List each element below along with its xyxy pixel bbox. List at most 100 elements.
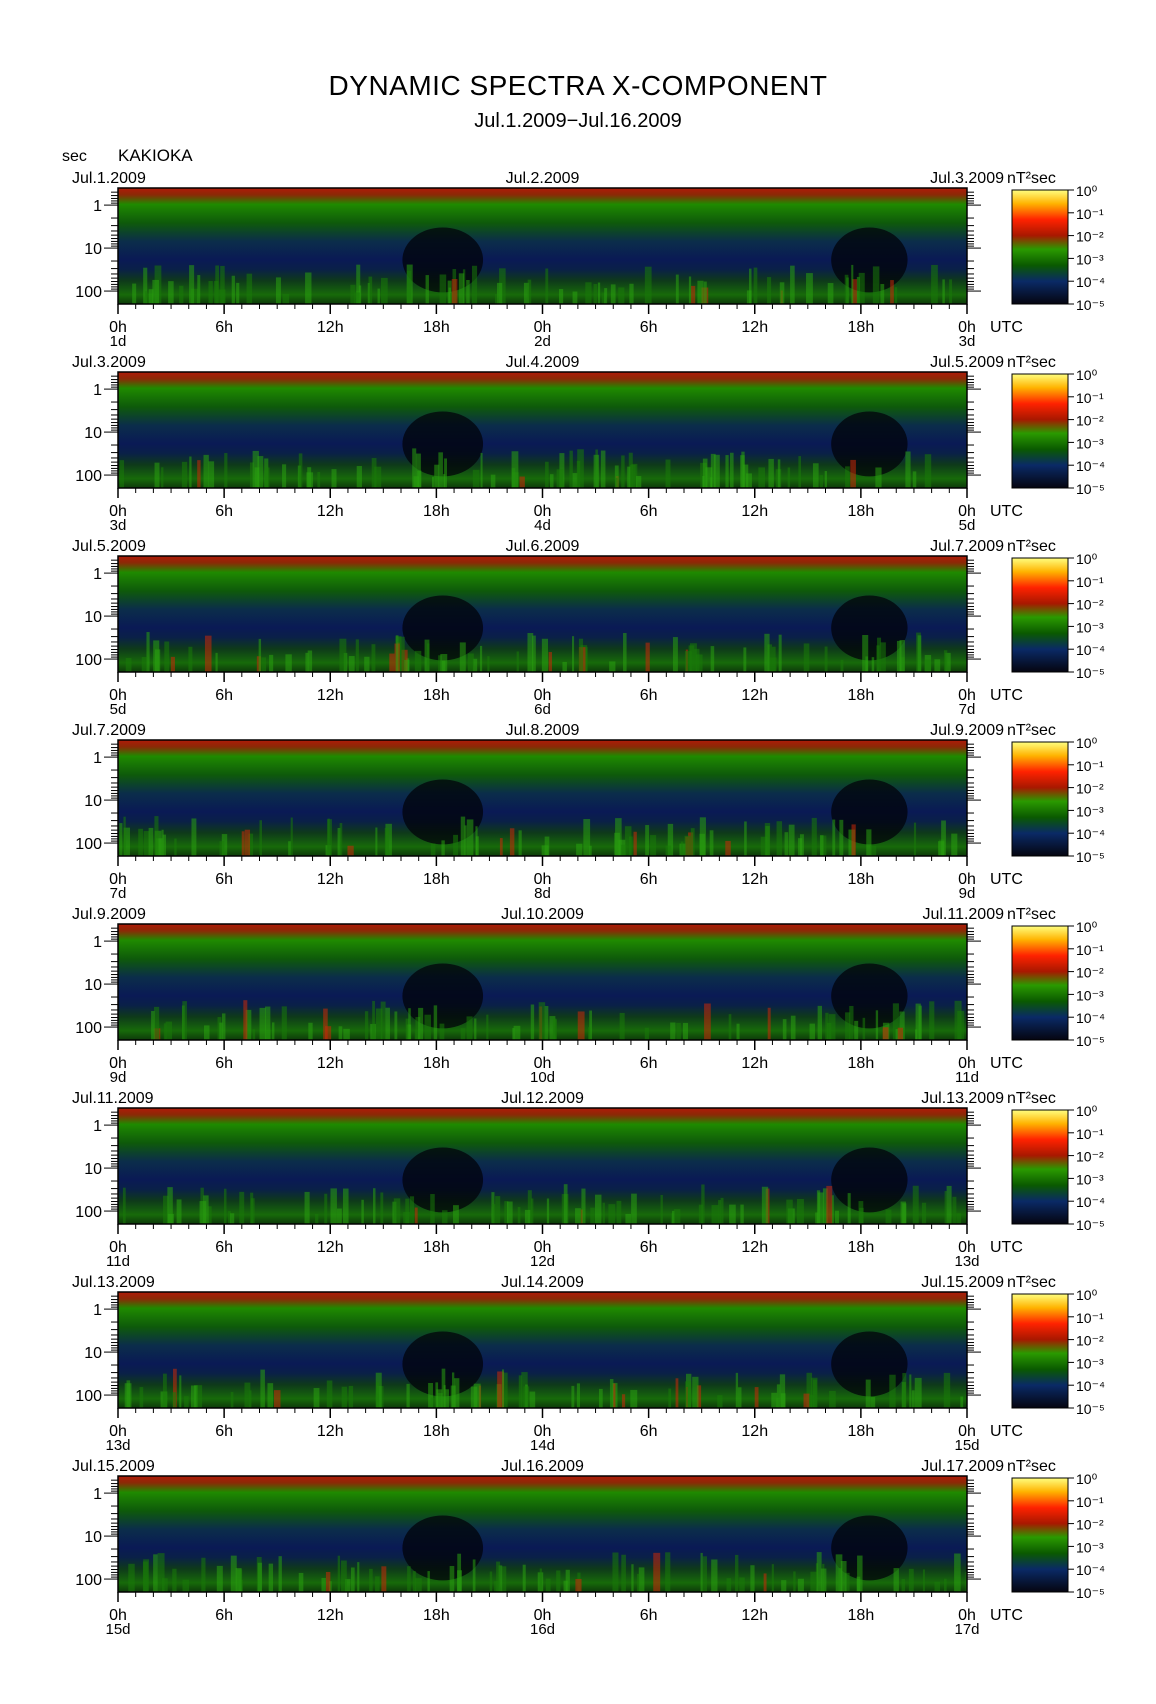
day-label-start: 5d <box>110 701 127 718</box>
activity-streak <box>893 1568 899 1592</box>
activity-streak <box>375 1008 383 1040</box>
date-label-right: Jul.9.2009 <box>930 722 1004 739</box>
x-tick-label: 18h <box>848 319 875 336</box>
day-label-mid: 12d <box>530 1253 555 1270</box>
activity-streak <box>650 835 657 856</box>
x-tick-label: 6h <box>640 319 658 336</box>
activity-streak <box>889 1374 896 1408</box>
activity-streak <box>771 646 776 672</box>
activity-streak <box>865 1379 871 1408</box>
x-tick-label: 0h <box>958 687 976 704</box>
colorbar-tick-label: 10⁻⁵ <box>1076 1401 1105 1417</box>
day-label-start: 1d <box>110 333 127 350</box>
activity-streak <box>305 272 312 304</box>
activity-streak <box>426 643 430 672</box>
x-tick-label: 18h <box>423 1239 450 1256</box>
activity-streak <box>502 1372 508 1408</box>
activity-streak <box>856 276 860 304</box>
activity-streak <box>819 475 824 488</box>
activity-streak <box>179 1375 182 1408</box>
activity-streak <box>796 1199 804 1224</box>
activity-streak <box>356 264 361 304</box>
activity-streak <box>250 1198 255 1224</box>
activity-streak <box>453 1378 460 1408</box>
activity-streak <box>779 1374 786 1408</box>
activity-streak <box>593 283 598 304</box>
activity-streak <box>834 1210 839 1224</box>
activity-streak <box>917 635 922 672</box>
activity-streak <box>355 639 359 672</box>
activity-streak <box>464 825 467 856</box>
x-tick-label: 0h <box>534 687 552 704</box>
activity-streak <box>612 1552 619 1592</box>
activity-streak <box>494 293 498 304</box>
spectrum-panel: Jul.1.2009 Jul.2.2009 Jul.3.2009 nT²sec 1 10 1… <box>72 170 1105 350</box>
activity-streak <box>453 834 459 856</box>
activity-streak <box>556 469 564 488</box>
activity-streak <box>890 280 894 304</box>
colorbar-tick-label: 10⁻⁴ <box>1076 458 1105 474</box>
activity-streak <box>776 821 783 856</box>
date-label-left: Jul.11.2009 <box>72 1090 154 1107</box>
activity-streak <box>431 476 435 488</box>
x-tick-label: 18h <box>423 319 450 336</box>
activity-streak <box>409 1196 415 1224</box>
activity-streak <box>761 1186 769 1224</box>
activity-streak <box>541 845 549 856</box>
activity-streak <box>165 1021 173 1040</box>
colorbar-tick-label: 10⁻³ <box>1076 619 1104 635</box>
activity-streak <box>931 264 938 304</box>
activity-streak <box>764 823 771 856</box>
activity-streak <box>434 464 440 488</box>
x-tick-label: 12h <box>741 1607 768 1624</box>
activity-streak <box>162 1373 167 1408</box>
activity-streak <box>415 1017 421 1040</box>
spectrum-panel: Jul.3.2009 Jul.4.2009 Jul.5.2009 nT²sec 1 10 1… <box>72 354 1105 534</box>
activity-streak <box>875 467 882 488</box>
activity-streak <box>348 1385 354 1408</box>
activity-streak <box>601 292 606 304</box>
x-tick-label: 0h <box>109 319 127 336</box>
activity-streak <box>271 1022 275 1040</box>
activity-streak <box>672 1210 675 1224</box>
activity-streak <box>899 1011 905 1040</box>
activity-streak <box>692 1376 699 1408</box>
activity-streak <box>806 273 813 304</box>
colorbar-tick-label: 10⁻⁵ <box>1076 1585 1105 1601</box>
activity-streak <box>275 277 281 304</box>
x-tick-label: 18h <box>848 503 875 520</box>
activity-streak <box>375 1576 380 1592</box>
y-tick-label: 1 <box>93 1302 102 1319</box>
date-label-mid: Jul.4.2009 <box>506 354 580 371</box>
day-label-mid: 8d <box>534 885 551 902</box>
activity-streak <box>944 1190 947 1224</box>
activity-streak <box>816 1552 822 1592</box>
colorbar-tick-label: 10⁻² <box>1076 229 1104 245</box>
activity-streak <box>373 1188 376 1224</box>
activity-streak <box>825 1012 829 1040</box>
activity-streak <box>141 656 148 672</box>
x-tick-label: 0h <box>958 1055 976 1072</box>
date-label-left: Jul.13.2009 <box>72 1274 155 1291</box>
activity-streak <box>214 280 219 304</box>
activity-streak <box>556 1570 561 1592</box>
date-label-left: Jul.15.2009 <box>72 1458 155 1475</box>
activity-streak <box>921 1202 927 1224</box>
activity-streak <box>372 1000 375 1040</box>
activity-streak <box>197 460 201 488</box>
activity-streak <box>583 819 591 856</box>
activity-streak <box>440 654 448 672</box>
activity-streak <box>119 823 123 856</box>
activity-streak <box>862 1017 866 1040</box>
activity-streak <box>264 467 270 488</box>
activity-streak <box>384 827 389 856</box>
activity-streak <box>644 1027 649 1040</box>
x-tick-label: 0h <box>534 871 552 888</box>
activity-streak <box>934 659 941 672</box>
activity-streak <box>817 1192 824 1224</box>
activity-streak <box>943 1372 951 1408</box>
colorbar-tick-label: 10⁻⁴ <box>1076 1194 1105 1210</box>
y-tick-label: 10 <box>84 425 102 442</box>
